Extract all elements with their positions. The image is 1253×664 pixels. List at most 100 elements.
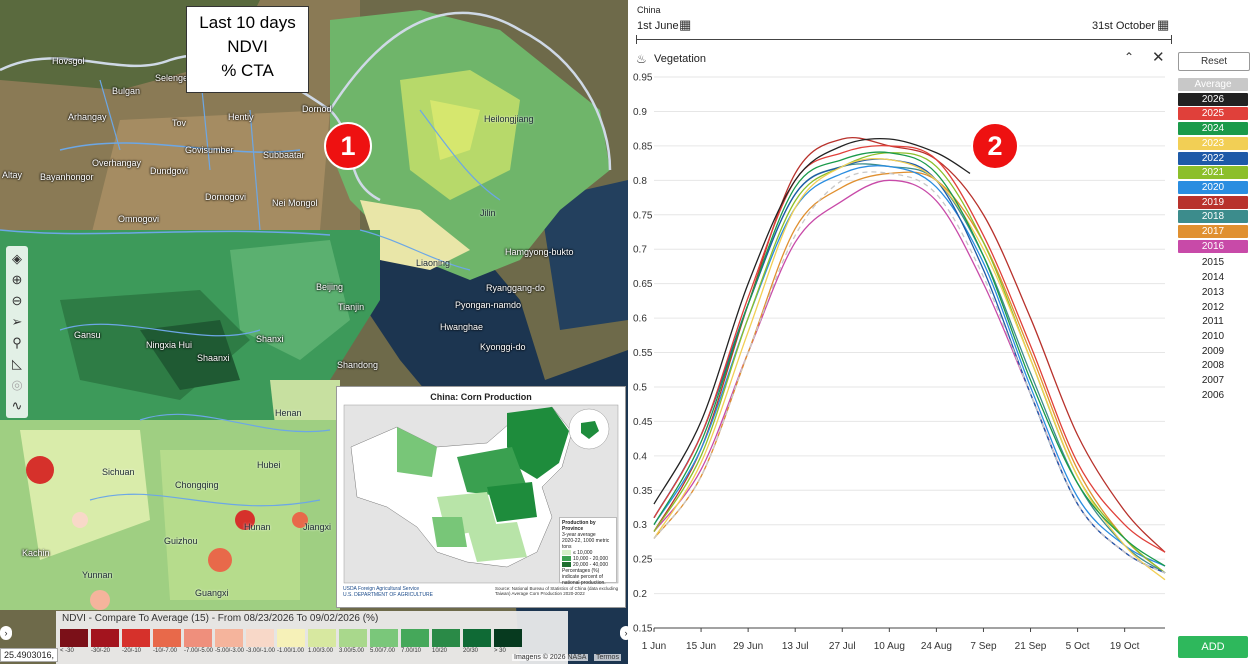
close-icon[interactable]: ✕	[1152, 49, 1165, 66]
map-label-arhangay: Arhangay	[68, 112, 107, 122]
inset-legend-note: Percentages (%) indicate percent of nati…	[562, 568, 606, 586]
ndvi-legend-swatch: 10/20	[432, 629, 460, 654]
year-toggle-2015[interactable]: 2015	[1201, 257, 1225, 269]
note-line-index: NDVI	[227, 37, 268, 56]
map-label-altay: Altay	[2, 170, 23, 180]
map-terms-link[interactable]: Termos	[594, 654, 621, 661]
ndvi-legend-label: -3.00/-1.00	[246, 648, 276, 654]
y-tick-label: 0.75	[633, 210, 653, 221]
navigate-icon[interactable]: ➢	[11, 313, 23, 329]
map-label-bayanhongor: Bayanhongor	[40, 172, 94, 182]
inset-legend-item: ≤ 10,000	[562, 550, 614, 556]
map-label-govisumber: Govisumber	[185, 145, 234, 155]
search-icon[interactable]: ⚲	[12, 334, 22, 350]
year-toggle-2011[interactable]: 2011	[1202, 316, 1224, 328]
date-range-slider[interactable]	[636, 35, 1172, 44]
year-toggle-2016[interactable]: 2016	[1178, 239, 1248, 253]
end-calendar-icon[interactable]: ▦	[1157, 17, 1170, 32]
ndvi-legend-label: -20/-10	[122, 648, 142, 654]
map-label-dornod: Dornod	[302, 104, 332, 114]
ndvi-legend-swatches: < -30 -30/-20 -20/-10 -10/-7.00 -7.00/-5.00-…	[60, 629, 522, 654]
map-label-dundgovi: Dundgovi	[150, 166, 189, 176]
ndvi-legend-swatch: 5.00/7.00	[370, 629, 398, 654]
series-line-2020	[653, 165, 1166, 567]
map-label-kyonggi: Kyonggi-do	[480, 342, 526, 352]
year-toggle-2008[interactable]: 2008	[1201, 360, 1225, 372]
expand-panel-icon[interactable]: ›	[620, 626, 628, 640]
map-label-yunnan: Yunnan	[82, 570, 113, 580]
ndvi-legend-title: NDVI - Compare To Average (15) - From 08…	[62, 613, 379, 624]
x-tick-label: 1 Jun	[642, 641, 666, 652]
ndvi-legend-label: 10/20	[432, 648, 448, 654]
year-toggle-2013[interactable]: 2013	[1201, 286, 1225, 298]
map-label-ryanggang: Ryanggang-do	[486, 283, 546, 293]
year-toggle-2006[interactable]: 2006	[1201, 389, 1225, 401]
inset-agency: USDA Foreign Agricultural Service U.S. D…	[343, 586, 433, 598]
x-tick-label: 27 Jul	[829, 641, 856, 652]
map-toolbar: ◈ ⊕ ⊖ ➢ ⚲ ◺ ◎ ∿	[6, 246, 28, 418]
year-toggle-2021[interactable]: 2021	[1178, 166, 1248, 180]
start-calendar-icon[interactable]: ▦	[679, 17, 692, 32]
inset-title: China: Corn Production	[430, 392, 532, 402]
zoom-out-icon[interactable]: ⊖	[11, 292, 23, 308]
ndvi-legend-label: > 30	[494, 648, 506, 654]
year-toggle-2022[interactable]: 2022	[1178, 151, 1248, 165]
year-toggle-2019[interactable]: 2019	[1178, 195, 1248, 209]
year-toggle-2020[interactable]: 2020	[1178, 180, 1248, 194]
collapse-chevron-icon[interactable]: ⌃	[1124, 50, 1135, 64]
map-label-shaanxi: Shaanxi	[197, 353, 230, 363]
y-tick-label: 0.6	[633, 314, 647, 325]
ndvi-legend-label: -1.00/1.00	[277, 648, 305, 654]
draw-icon[interactable]: ∿	[11, 397, 23, 413]
year-toggle-2018[interactable]: 2018	[1178, 210, 1248, 224]
year-toggle-2024[interactable]: 2024	[1178, 122, 1248, 136]
year-toggle-2017[interactable]: 2017	[1178, 225, 1248, 238]
y-tick-label: 0.5	[633, 382, 647, 393]
add-button[interactable]: ADD	[1178, 636, 1248, 658]
map-label-pyongan: Pyongan-namdo	[455, 300, 522, 310]
chart-panel: China 1st June ▦ 31st October ▦ ♨ Vegeta…	[628, 0, 1253, 664]
x-tick-label: 15 Jun	[686, 641, 716, 652]
ndvi-legend-swatch: < -30	[60, 629, 88, 654]
map-label-tianjin: Tianjin	[338, 302, 365, 312]
year-toggle-2010[interactable]: 2010	[1201, 330, 1225, 342]
year-toggle-2012[interactable]: 2012	[1201, 301, 1225, 313]
map-label-jilin: Jilin	[480, 208, 496, 218]
cursor-coordinates: 25.4903016,	[0, 648, 59, 662]
collapse-left-icon[interactable]: ›	[0, 626, 12, 640]
x-tick-label: 19 Oct	[1110, 641, 1140, 652]
reset-button[interactable]: Reset	[1178, 52, 1250, 71]
map-label-kachin: Kachin	[22, 548, 50, 558]
layers-icon[interactable]: ◈	[12, 250, 22, 266]
start-date[interactable]: 1st June	[637, 20, 679, 32]
map-label-henan: Henan	[275, 408, 302, 418]
y-tick-label: 0.95	[633, 73, 653, 84]
map-panel[interactable]: Hovsgol Bulgan Selenge Arhangay Tov Hent…	[0, 0, 628, 664]
zoom-in-icon[interactable]: ⊕	[11, 271, 23, 287]
end-date[interactable]: 31st October	[1092, 20, 1155, 32]
year-toggle-2014[interactable]: 2014	[1201, 272, 1225, 284]
layer-title: Vegetation	[654, 53, 706, 65]
map-label-hunan: Hunan	[244, 522, 271, 532]
inset-source: Source: National Bureau of Statistics of…	[495, 586, 619, 596]
y-tick-label: 0.7	[633, 245, 647, 256]
measure-icon[interactable]: ◺	[12, 355, 22, 371]
map-label-omnogovi: Omnogovi	[118, 214, 160, 224]
year-toggle-Average[interactable]: Average	[1178, 78, 1248, 91]
callout-badge-2: 2	[971, 122, 1019, 170]
map-label-hubei: Hubei	[257, 460, 281, 470]
y-tick-label: 0.45	[633, 417, 653, 428]
corn-production-inset-map: China: Corn Production Production by Pro…	[336, 386, 626, 608]
year-toggle-2026[interactable]: 2026	[1178, 92, 1248, 106]
year-toggle-2023[interactable]: 2023	[1178, 136, 1248, 150]
year-toggle-2025[interactable]: 2025	[1178, 107, 1248, 121]
ndvi-legend-swatch: 7.00/10	[401, 629, 429, 654]
ndvi-legend-swatch: 20/30	[463, 629, 491, 654]
year-toggle-2009[interactable]: 2009	[1201, 345, 1225, 357]
year-toggle-2007[interactable]: 2007	[1201, 375, 1225, 386]
callout-badge-1: 1	[324, 122, 372, 170]
map-label-heilongjiang: Heilongjiang	[484, 114, 534, 124]
x-tick-label: 7 Sep	[970, 641, 997, 652]
inset-legend-title: Production by Province	[562, 520, 596, 532]
locate-icon[interactable]: ◎	[11, 376, 23, 392]
